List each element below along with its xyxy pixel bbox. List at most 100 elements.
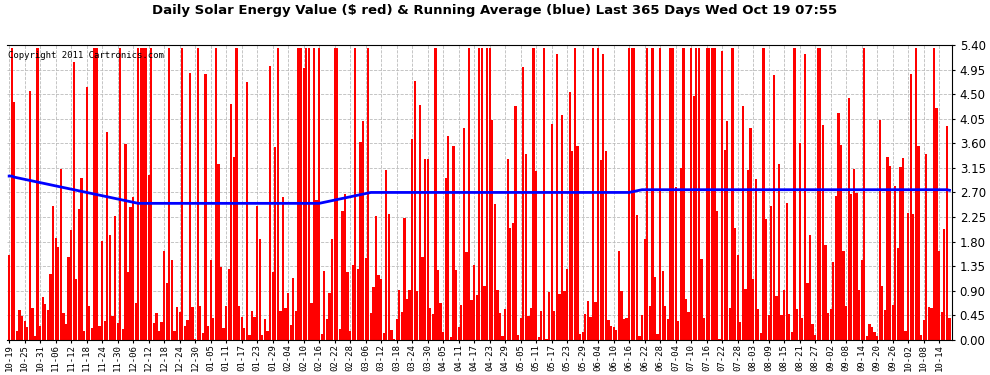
Bar xyxy=(504,309,506,340)
Bar xyxy=(334,48,336,340)
Bar xyxy=(528,316,530,340)
Bar xyxy=(470,300,472,340)
Bar xyxy=(618,251,620,340)
Bar xyxy=(602,54,605,340)
Bar xyxy=(194,339,196,340)
Bar xyxy=(491,120,493,340)
Bar xyxy=(892,306,894,340)
Bar xyxy=(112,316,114,340)
Bar xyxy=(746,170,749,340)
Bar xyxy=(674,188,677,340)
Bar xyxy=(101,242,103,340)
Bar xyxy=(905,332,907,340)
Bar xyxy=(659,48,661,340)
Bar xyxy=(667,319,669,340)
Bar xyxy=(545,339,547,340)
Bar xyxy=(483,286,485,340)
Bar xyxy=(561,115,563,340)
Bar xyxy=(199,306,201,340)
Bar xyxy=(535,171,538,340)
Bar xyxy=(65,324,67,340)
Bar xyxy=(825,245,827,340)
Bar xyxy=(936,108,938,340)
Bar xyxy=(775,296,777,340)
Bar xyxy=(488,48,491,340)
Bar xyxy=(597,48,599,340)
Bar xyxy=(143,48,145,340)
Bar xyxy=(181,48,183,340)
Bar xyxy=(168,48,170,340)
Bar xyxy=(72,62,75,340)
Bar xyxy=(416,291,419,340)
Bar xyxy=(871,327,873,340)
Bar xyxy=(57,247,59,340)
Bar xyxy=(653,277,656,340)
Bar xyxy=(868,324,870,340)
Bar xyxy=(339,328,341,340)
Bar xyxy=(329,293,331,340)
Bar xyxy=(716,210,718,340)
Bar xyxy=(241,317,243,340)
Bar xyxy=(703,318,705,340)
Bar xyxy=(886,157,889,340)
Bar xyxy=(770,207,772,340)
Bar xyxy=(290,326,292,340)
Bar xyxy=(608,320,610,340)
Bar xyxy=(754,178,756,340)
Bar xyxy=(786,203,788,340)
Bar xyxy=(132,197,135,340)
Bar xyxy=(295,311,297,340)
Bar xyxy=(452,146,454,340)
Bar xyxy=(372,288,374,340)
Bar xyxy=(899,167,902,340)
Bar xyxy=(184,326,186,340)
Bar xyxy=(613,327,615,340)
Bar xyxy=(207,326,209,340)
Bar xyxy=(19,310,21,340)
Bar xyxy=(881,286,883,340)
Bar xyxy=(742,106,743,340)
Bar xyxy=(39,326,42,340)
Bar xyxy=(550,124,552,340)
Bar xyxy=(533,48,535,340)
Bar xyxy=(682,48,684,340)
Bar xyxy=(122,329,124,340)
Bar xyxy=(894,186,896,340)
Bar xyxy=(277,48,279,340)
Bar xyxy=(380,279,382,340)
Bar xyxy=(724,150,726,340)
Bar xyxy=(509,228,512,340)
Bar xyxy=(377,275,380,340)
Bar xyxy=(261,335,263,340)
Bar xyxy=(354,48,356,340)
Bar xyxy=(78,210,80,340)
Bar xyxy=(644,239,645,340)
Bar xyxy=(636,214,638,340)
Bar xyxy=(96,48,98,340)
Bar xyxy=(473,264,475,340)
Bar xyxy=(310,303,313,340)
Bar xyxy=(163,251,165,340)
Bar xyxy=(910,74,912,340)
Bar xyxy=(605,151,607,340)
Bar xyxy=(313,48,315,340)
Bar xyxy=(150,48,152,340)
Bar xyxy=(279,311,281,340)
Bar xyxy=(117,323,119,340)
Bar xyxy=(478,48,480,340)
Bar xyxy=(863,48,865,340)
Bar xyxy=(462,128,465,340)
Bar xyxy=(396,319,398,340)
Bar xyxy=(62,313,64,340)
Bar xyxy=(943,229,945,340)
Bar xyxy=(204,74,207,340)
Bar xyxy=(765,219,767,340)
Bar xyxy=(303,68,305,340)
Bar xyxy=(59,169,62,340)
Bar xyxy=(783,290,785,340)
Bar xyxy=(664,306,666,340)
Bar xyxy=(581,332,584,340)
Bar xyxy=(443,332,445,340)
Bar xyxy=(409,290,411,340)
Bar xyxy=(367,48,369,340)
